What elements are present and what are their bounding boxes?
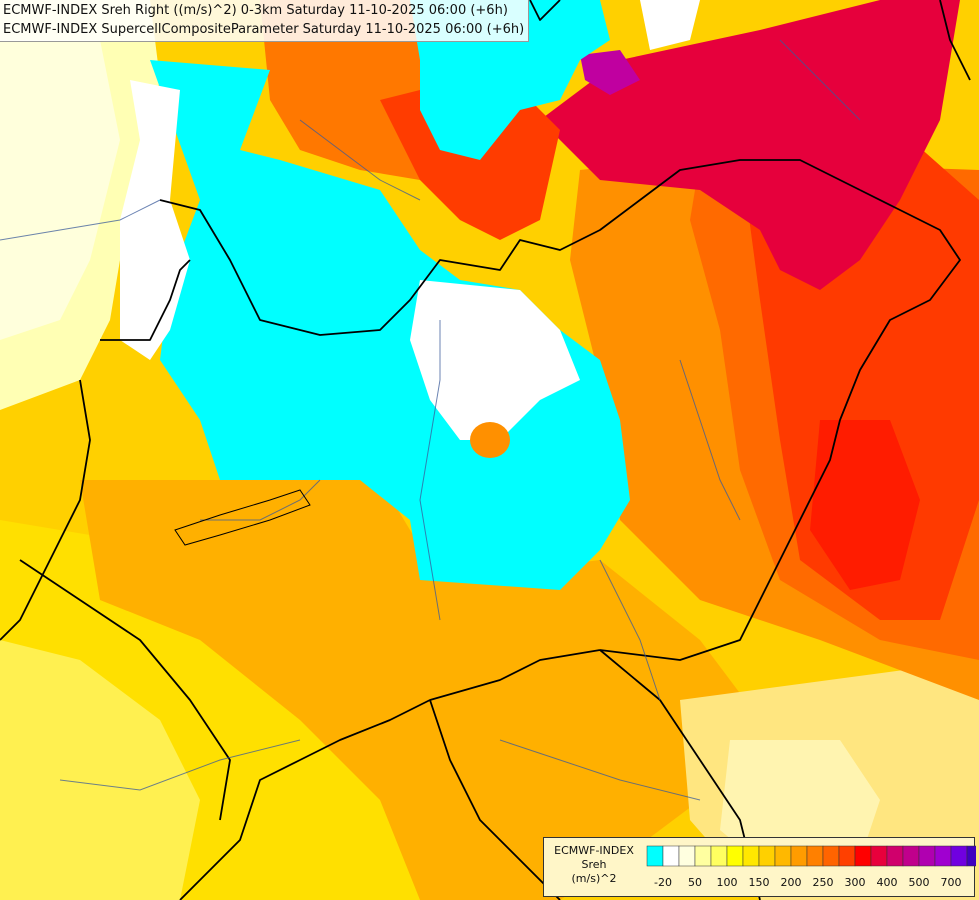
river-5 [200, 479, 321, 521]
border-hungary-south [179, 649, 601, 900]
field-crimson-ne [540, 0, 960, 290]
field-orange-blob [470, 422, 510, 458]
legend-swatch [950, 845, 968, 867]
legend-swatch [646, 845, 664, 867]
border-north [529, 0, 561, 21]
legend-swatch [854, 845, 872, 867]
legend-swatch [886, 845, 904, 867]
river-8 [499, 739, 701, 801]
border-serbia [429, 699, 561, 900]
border-poland-slovakia [159, 159, 861, 336]
legend-swatch [742, 845, 760, 867]
legend-swatch [934, 845, 952, 867]
legend-swatch [822, 845, 840, 867]
field-cyan-main [150, 60, 630, 590]
header-line-1: ECMWF-INDEX Sreh Right ((m/s)^2) 0-3km S… [3, 3, 508, 18]
legend-title: ECMWF-INDEX [554, 844, 634, 857]
lake-balaton [174, 489, 311, 546]
river-6 [679, 359, 741, 521]
border-austria [0, 379, 91, 641]
legend-tick-label: 250 [813, 876, 834, 889]
legend-tick-label: 200 [781, 876, 802, 889]
legend-title-block: ECMWF-INDEX Sreh (m/s)^2 [544, 844, 644, 886]
field-lightyellow-sw [0, 640, 200, 900]
legend-tick-label: -20 [654, 876, 672, 889]
field-red-core-east [810, 420, 920, 590]
border-slovakia-hungary [100, 259, 191, 341]
legend-swatch [710, 845, 728, 867]
legend-tick-label: 100 [717, 876, 738, 889]
legend-swatch [662, 845, 680, 867]
legend-swatch [758, 845, 776, 867]
header-line-2: ECMWF-INDEX SupercellCompositeParameter … [3, 22, 525, 37]
legend-unit: (m/s)^2 [571, 872, 617, 885]
legend-variable: Sreh [581, 858, 607, 871]
legend-swatch [902, 845, 920, 867]
legend-tick-label: 700 [941, 876, 962, 889]
legend-swatch [774, 845, 792, 867]
legend-tick-label: 500 [909, 876, 930, 889]
legend-swatch [966, 845, 976, 867]
legend-swatch [806, 845, 824, 867]
rivers [0, 39, 861, 801]
legend-tick-label: 300 [845, 876, 866, 889]
field-white-central [410, 280, 580, 440]
color-legend: ECMWF-INDEX Sreh (m/s)^2 -20 50 100 150 200 2… [543, 837, 976, 897]
legend-tick-label: 400 [877, 876, 898, 889]
legend-swatch [838, 845, 856, 867]
legend-swatch [694, 845, 712, 867]
map-header: ECMWF-INDEX Sreh Right ((m/s)^2) 0-3km S… [0, 0, 530, 42]
legend-scale: -20 50 100 150 200 250 300 400 500 700 [646, 845, 976, 889]
legend-swatch [870, 845, 888, 867]
river-1 [0, 199, 161, 241]
legend-tick-label: 150 [749, 876, 770, 889]
legend-swatch [678, 845, 696, 867]
field-magenta-patch [580, 50, 640, 95]
river-2 [299, 119, 421, 201]
border-northeast [939, 0, 971, 81]
field-white-north [640, 0, 700, 50]
legend-swatch [726, 845, 744, 867]
legend-swatch [790, 845, 808, 867]
river-4 [599, 559, 661, 701]
river-7 [59, 739, 301, 791]
river-3 [419, 320, 441, 621]
river-9 [779, 39, 861, 121]
legend-tick-label: 50 [688, 876, 702, 889]
field-orange-central [80, 480, 760, 900]
border-croatia [19, 559, 231, 821]
border-ukraine [599, 189, 961, 661]
field-pale-west-2 [0, 40, 120, 340]
legend-swatch [918, 845, 936, 867]
